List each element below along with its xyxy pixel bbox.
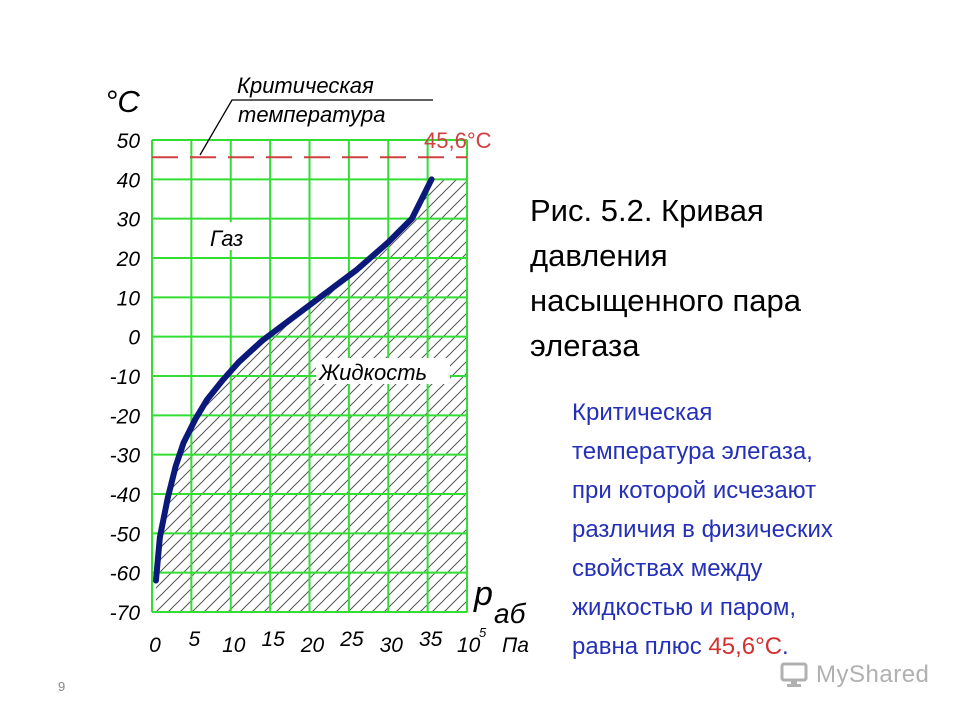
critical-temperature-label: 45,6°С [424,128,492,153]
y-ticks: 50 40 30 20 10 0 -10 -20 -30 -40 -50 -60 -70 [110,130,141,625]
description-line: температура элегаза, [572,432,952,471]
x-tick-label: 25 [339,628,364,651]
x-tick-label: 35 [419,628,443,651]
x-unit-exp: 5 [479,625,487,640]
description-prefix: равна плюс [572,633,708,660]
x-tick-label: 30 [380,634,404,657]
y-tick-label: -30 [110,445,141,468]
x-tick-label: 15 [261,628,285,651]
x-tick-label: 5 [189,628,201,651]
description-text: Критическая температура элегаза, при кот… [572,393,952,666]
description-value: 45,6°С [708,633,782,660]
y-tick-label: -70 [110,602,141,625]
y-axis-label: °С [105,84,140,119]
description-line: при которой исчезают [572,471,952,510]
y-tick-label: -60 [110,563,141,586]
y-tick-label: -20 [110,405,141,428]
x-ticks: 0 5 10 15 20 25 30 35 [149,628,442,657]
gas-region-label: Газ [210,226,243,251]
critical-annotation-line2: температура [238,102,386,127]
description-line: различия в физических [572,510,952,549]
liquid-region-label: Жидкость [318,360,427,385]
logo-text: MyShared [816,661,929,689]
x-unit-base: 10 [457,634,481,657]
liquid-region-hatch [156,179,467,612]
liquid-region [156,179,467,612]
y-tick-label: 0 [128,327,140,350]
monitor-icon [780,661,810,689]
y-tick-label: 10 [117,287,141,310]
x-tick-label: 10 [222,634,246,657]
y-tick-label: 50 [117,130,141,153]
caption-line: давления [530,233,930,278]
description-line: жидкостью и паром, [572,588,952,627]
x-tick-label: 20 [300,634,325,657]
page-number: 9 [58,679,65,694]
x-unit-name: Па [502,634,529,657]
description-suffix: . [782,633,789,660]
y-tick-label: 40 [117,169,141,192]
myshared-logo[interactable]: MyShared [780,661,929,689]
y-tick-label: -10 [110,366,141,389]
x-axis-label-main: р [473,575,493,613]
critical-annotation-line1: Критическая [237,73,374,98]
caption-line: Рис. 5.2. Кривая [530,188,930,233]
caption-line: насыщенного пара [530,278,930,323]
x-tick-label: 0 [149,634,161,657]
description-line: Критическая [572,393,952,432]
y-tick-label: -40 [110,484,141,507]
y-tick-label: 20 [116,248,141,271]
x-axis-label-sub: аб [494,598,527,629]
description-line: свойствах между [572,549,952,588]
y-tick-label: 30 [117,209,141,232]
y-tick-label: -50 [110,523,141,546]
figure-caption: Рис. 5.2. Кривая давления насыщенного па… [530,188,930,368]
caption-line: элегаза [530,323,930,368]
